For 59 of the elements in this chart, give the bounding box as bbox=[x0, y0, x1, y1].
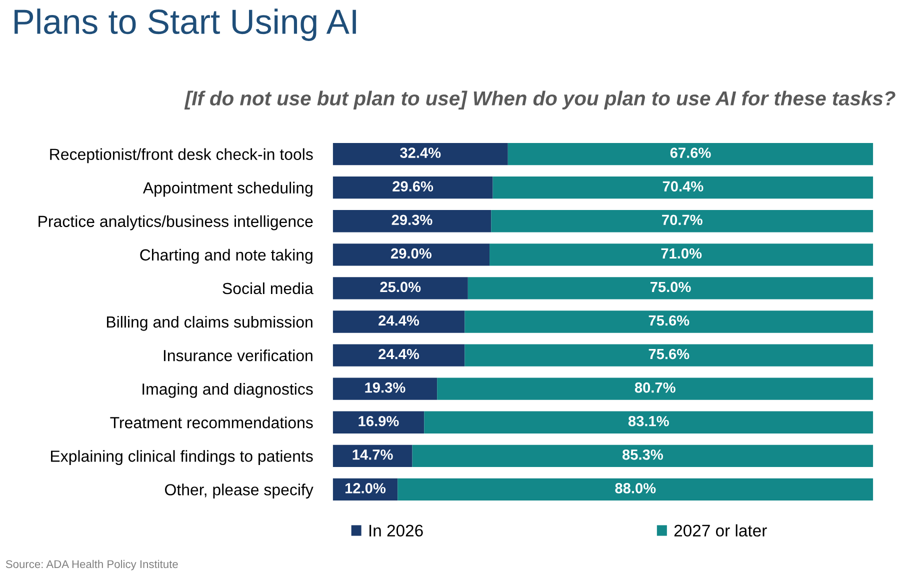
bar bbox=[332, 210, 492, 232]
y-tick-label: Billing and claims submission bbox=[106, 316, 312, 331]
data-label: 24.4% bbox=[378, 348, 420, 360]
y-tick-label: Other, please specify bbox=[165, 484, 314, 499]
data-label: 14.7% bbox=[352, 450, 393, 460]
bar bbox=[491, 210, 874, 232]
data-label: 67.6% bbox=[670, 148, 711, 158]
bar bbox=[464, 310, 874, 333]
y-tick-label: Insurance verification bbox=[164, 350, 312, 362]
bar bbox=[332, 444, 412, 467]
bar bbox=[490, 244, 874, 266]
data-label: 29.0% bbox=[391, 248, 432, 259]
bar bbox=[464, 344, 874, 366]
bar bbox=[437, 378, 874, 400]
chart-subtitle: [If do not use but plan to use] When do you plan to use AI for these tasks? bbox=[184, 90, 896, 110]
data-label: 70.4% bbox=[662, 181, 704, 192]
y-tick-label: Explaining clinical findings to patients bbox=[51, 450, 313, 466]
data-label: 75.0% bbox=[650, 282, 691, 292]
data-label: 85.3% bbox=[622, 450, 663, 460]
bar bbox=[412, 444, 874, 467]
y-tick-label: Appointment scheduling bbox=[142, 182, 312, 197]
bar bbox=[332, 344, 465, 366]
bar bbox=[492, 176, 874, 199]
data-label: 75.6% bbox=[648, 348, 690, 360]
data-label: 19.3% bbox=[365, 382, 406, 393]
y-tick-label: Imaging and diagnostics bbox=[142, 383, 313, 398]
bar bbox=[398, 478, 874, 501]
data-label: 29.6% bbox=[392, 181, 434, 192]
legend-label: In 2026 bbox=[370, 524, 423, 537]
bar bbox=[332, 378, 438, 400]
y-tick-label: Social media bbox=[222, 282, 314, 294]
bar bbox=[332, 277, 468, 300]
bar bbox=[424, 411, 874, 434]
data-label: 25.0% bbox=[380, 282, 421, 292]
data-label: 75.6% bbox=[648, 315, 690, 326]
legend-label: 2027 or later bbox=[674, 524, 767, 537]
data-label: 32.4% bbox=[400, 148, 441, 158]
data-label: 80.7% bbox=[634, 382, 676, 393]
bar bbox=[332, 142, 508, 166]
y-tick-label: Charting and note taking bbox=[140, 248, 312, 264]
source-note: Source: ADA Health Policy Institute bbox=[6, 560, 178, 570]
data-label: 88.0% bbox=[615, 483, 656, 494]
y-tick-label: Receptionist/front desk check-in tools bbox=[50, 148, 313, 164]
y-tick-label: Practice analytics/business intelligence bbox=[38, 215, 313, 230]
data-label: 83.1% bbox=[628, 416, 669, 426]
bar bbox=[332, 411, 424, 434]
chart-title: Plans to Start Using AI bbox=[14, 8, 356, 41]
bar bbox=[332, 310, 465, 333]
bar bbox=[508, 142, 874, 166]
bar bbox=[332, 244, 490, 266]
data-label: 71.0% bbox=[661, 248, 702, 259]
data-label: 29.3% bbox=[392, 214, 432, 226]
data-label: 16.9% bbox=[358, 416, 399, 426]
bar bbox=[468, 277, 874, 300]
data-label: 24.4% bbox=[378, 315, 420, 326]
data-label: 70.7% bbox=[662, 214, 702, 226]
y-tick-label: Treatment recommendations bbox=[110, 416, 313, 428]
data-label: 12.0% bbox=[346, 483, 386, 494]
bar bbox=[332, 176, 493, 199]
